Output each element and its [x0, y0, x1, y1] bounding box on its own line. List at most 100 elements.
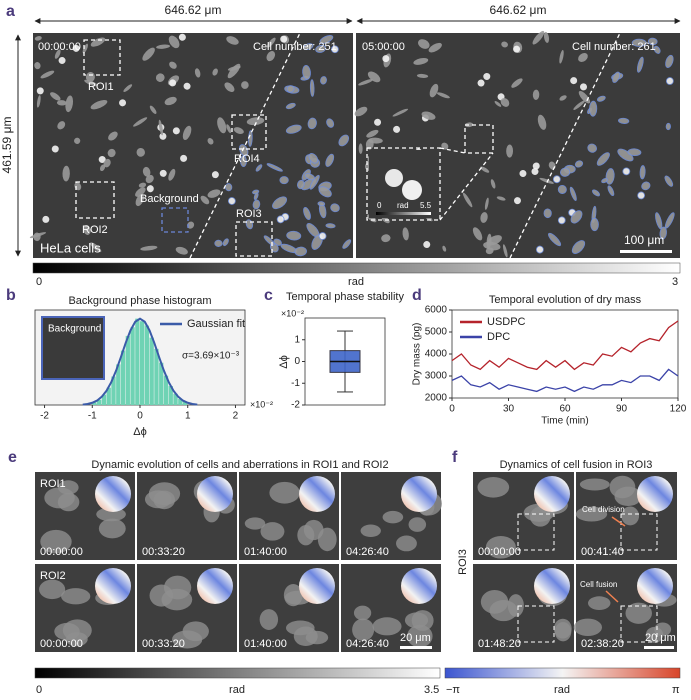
cell [574, 160, 584, 168]
cell [99, 164, 106, 172]
cell [360, 524, 381, 538]
inset [41, 316, 105, 380]
cell [135, 194, 144, 207]
y-tick-label: 5000 [425, 327, 448, 338]
cell [240, 155, 247, 168]
cell [607, 185, 615, 197]
y-tick-label: -2 [291, 400, 300, 411]
cell [36, 87, 44, 95]
cell [535, 245, 544, 254]
time-label: 05:00:00 [362, 41, 405, 53]
y-tick-label: 6000 [425, 305, 448, 316]
y-tick-label: 3000 [425, 371, 448, 382]
x-tick-label: 0 [137, 411, 143, 422]
cell [318, 186, 332, 198]
cell [168, 168, 176, 181]
cell [637, 191, 646, 200]
cell [358, 79, 374, 86]
cell [354, 106, 368, 117]
cell [318, 232, 327, 240]
fit-line [82, 317, 198, 406]
roi-box [517, 605, 555, 643]
arrow [611, 516, 626, 527]
x-tick-label: 2 [233, 411, 239, 422]
background-label: Background [140, 193, 199, 205]
cell [570, 210, 583, 224]
cell [146, 185, 154, 193]
colorbar-max: 3.5 [424, 684, 439, 696]
cell [182, 621, 209, 642]
cell [50, 92, 61, 101]
cell [123, 84, 133, 93]
cell [501, 41, 508, 48]
time-label: 00:00:00 [40, 638, 83, 650]
aberration [401, 568, 437, 604]
cell [353, 605, 372, 621]
cell [211, 171, 219, 179]
cell [317, 201, 326, 207]
chart-title: Background phase histogram [68, 295, 211, 307]
colorbar-min: 0 [36, 684, 42, 696]
cell-number: Cell number: 251 [253, 41, 337, 53]
roi-label: ROI1 [88, 81, 114, 93]
cell [464, 122, 474, 128]
row-label: ROI1 [40, 478, 66, 490]
scale-bar [400, 646, 432, 649]
cell [647, 37, 658, 46]
histogram-bar [159, 362, 164, 405]
cell [61, 588, 91, 605]
cell [513, 197, 521, 205]
cell [226, 124, 232, 134]
cell [297, 179, 305, 190]
inset-max: 5.5 [420, 201, 432, 210]
annotation: σ=3.69×10⁻³ [182, 351, 240, 362]
inset-cell [385, 169, 403, 187]
cell [330, 45, 339, 54]
cell [138, 182, 147, 188]
cell [665, 77, 674, 85]
cell [513, 45, 521, 53]
cell [266, 163, 283, 172]
cell [82, 43, 88, 54]
cell [436, 92, 450, 99]
cell [309, 79, 315, 97]
cell [553, 618, 572, 639]
height-label: 461.59 μm [0, 117, 14, 174]
cell [227, 197, 236, 205]
cell [84, 79, 98, 87]
cell [601, 177, 609, 184]
cell [266, 51, 276, 62]
cell [54, 49, 61, 59]
cell [302, 65, 311, 80]
aberration [299, 568, 335, 604]
cell [207, 189, 221, 198]
histogram-bar [97, 399, 102, 405]
cell [317, 527, 337, 552]
cell [156, 44, 171, 49]
cell [286, 230, 302, 241]
cell [462, 192, 473, 208]
cell [539, 177, 554, 184]
time-label: 00:33:20 [142, 546, 185, 558]
cell [315, 44, 326, 53]
cell [57, 121, 66, 130]
cell [486, 233, 492, 249]
cell [217, 117, 227, 134]
cell [309, 174, 320, 190]
panel-label: f [452, 449, 458, 466]
aberration [197, 568, 233, 604]
x-axis-label: Δϕ [133, 426, 147, 438]
time-label: 00:33:20 [142, 638, 185, 650]
cell [423, 241, 431, 249]
cell [477, 477, 510, 498]
inset-min: 0 [377, 201, 382, 210]
cell [133, 117, 148, 127]
cell [39, 579, 66, 600]
cell [36, 95, 41, 108]
time-label: 00:00:00 [478, 546, 521, 558]
cell [269, 481, 300, 504]
aberration [95, 568, 131, 604]
cell [280, 35, 288, 43]
cell [155, 73, 165, 82]
cell [494, 101, 502, 107]
